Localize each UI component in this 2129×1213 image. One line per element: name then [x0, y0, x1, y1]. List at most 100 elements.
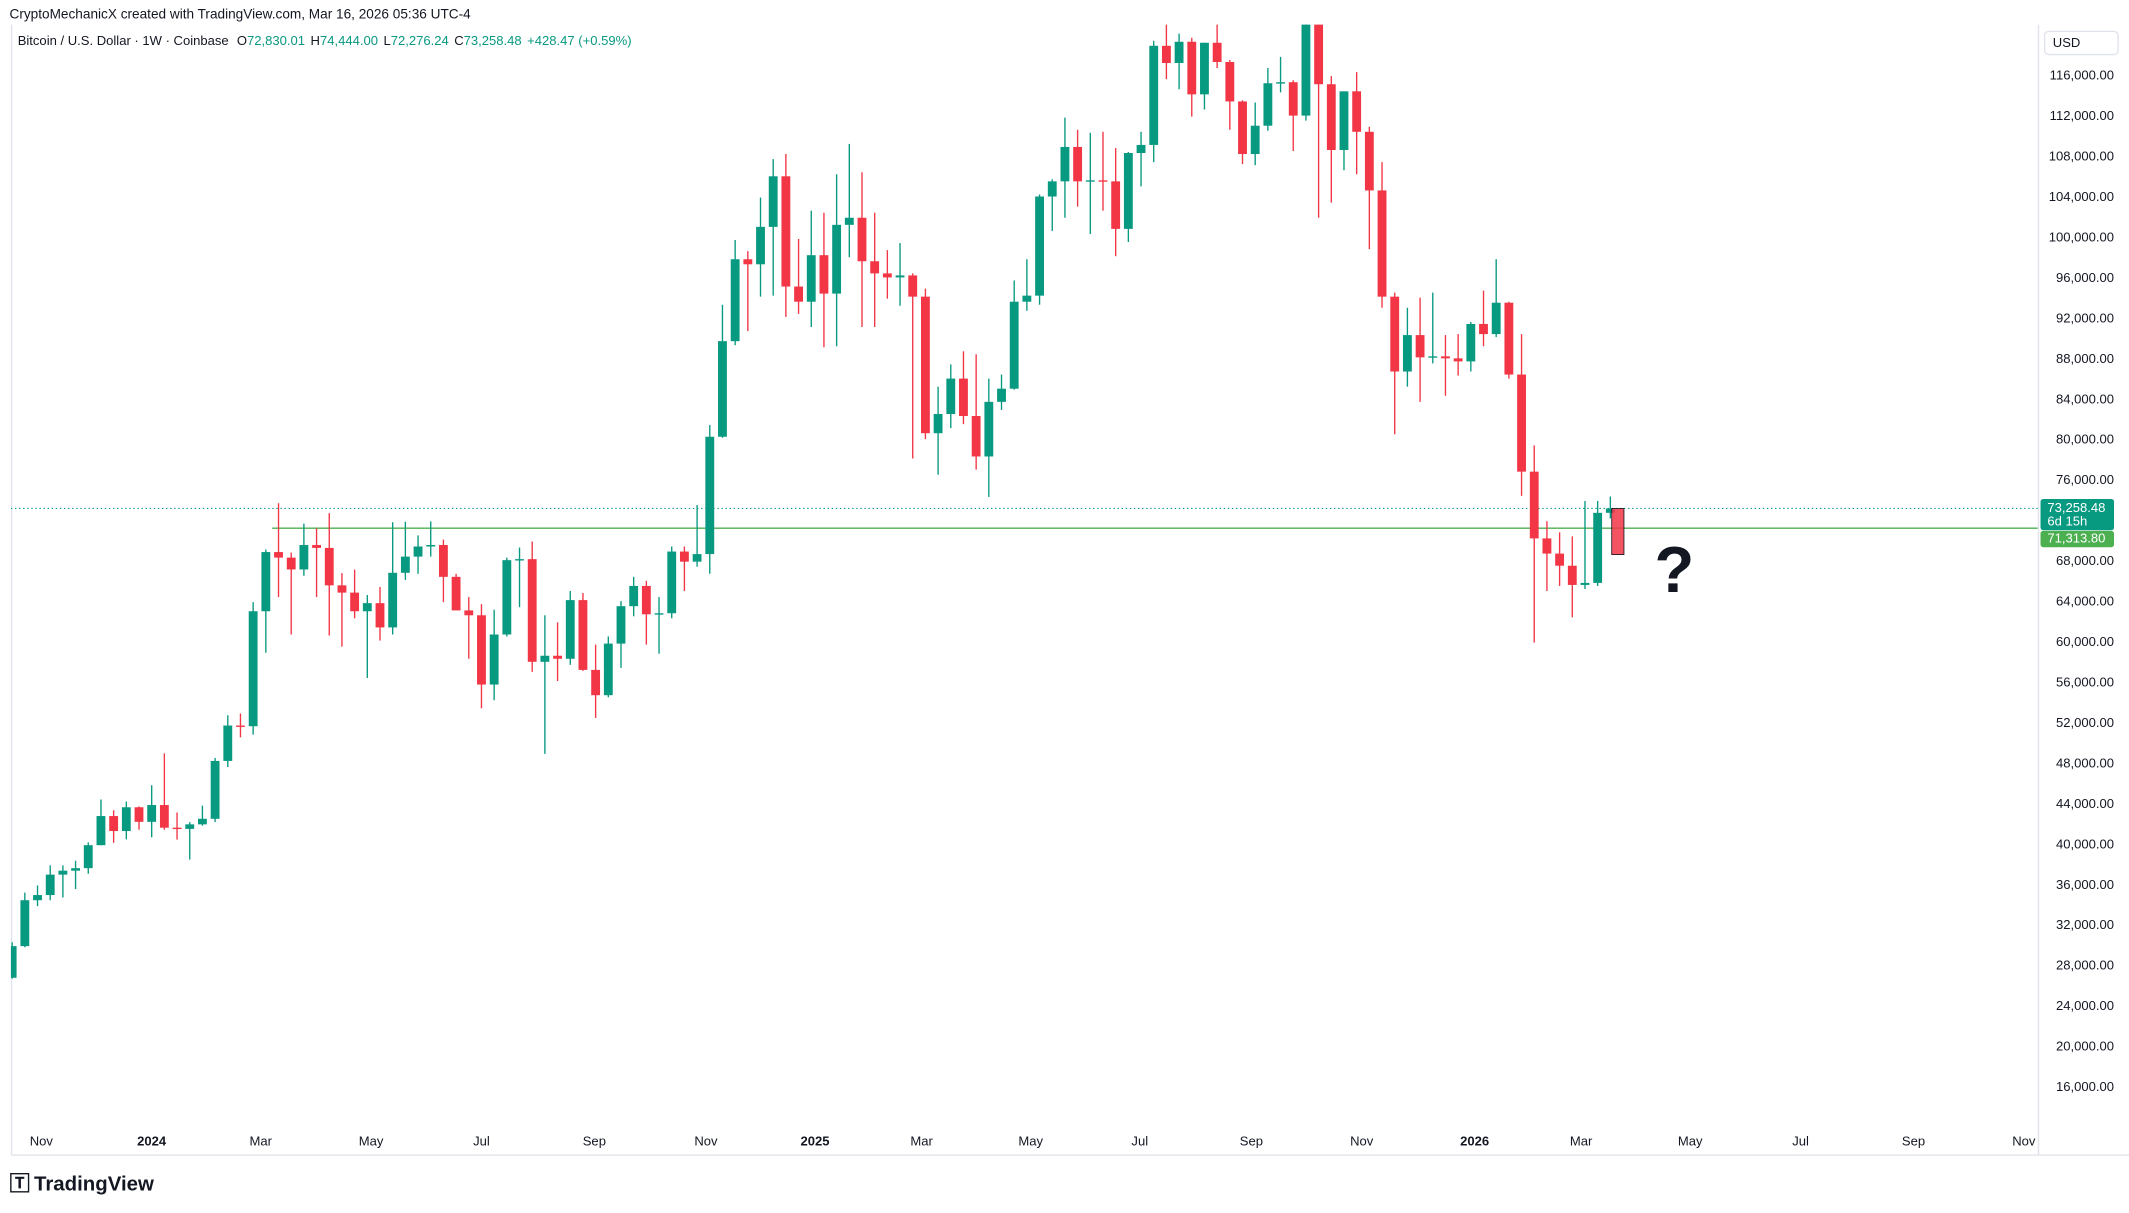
candle-body: [1402, 335, 1412, 372]
candle-body: [20, 900, 30, 947]
candle-body: [679, 551, 689, 562]
x-tick-label: Sep: [583, 1134, 606, 1149]
legend-key: O: [237, 34, 247, 49]
candle-body: [299, 544, 309, 570]
candle-body: [1136, 144, 1146, 154]
x-tick-label: Jul: [473, 1134, 490, 1149]
y-tick-label: 60,000.00: [2056, 634, 2114, 649]
candle-body: [1212, 42, 1222, 62]
candle-body: [1174, 41, 1184, 64]
currency-box[interactable]: [2043, 30, 2119, 56]
y-tick-label: 16,000.00: [2056, 1079, 2114, 1094]
candle-body: [641, 585, 651, 615]
legend-value: 74,444.00: [320, 34, 378, 49]
candle-body: [1276, 82, 1285, 84]
candle-body: [654, 613, 664, 615]
candle-body: [1225, 61, 1235, 102]
x-tick-label: 2026: [1460, 1134, 1489, 1149]
y-tick-label: 68,000.00: [2056, 553, 2114, 568]
candle-body: [350, 592, 360, 612]
candle-body: [1123, 153, 1133, 229]
y-tick-label: 88,000.00: [2056, 351, 2114, 366]
candle-body: [451, 576, 461, 611]
candle-body: [1580, 582, 1590, 585]
annotation: ?: [1654, 533, 1694, 606]
x-tick-label: Mar: [910, 1134, 933, 1149]
candle-body: [1073, 146, 1083, 182]
legend-key: L: [383, 34, 390, 49]
candle-body: [337, 585, 347, 593]
support-price-label: 71,313.80: [2047, 530, 2105, 545]
candle-body: [10, 946, 17, 978]
candle-body: [515, 559, 524, 561]
support-price-box: [2040, 530, 2115, 548]
candle-body: [1009, 301, 1019, 389]
candle-body: [1352, 91, 1362, 132]
x-tick-label: Nov: [1350, 1134, 1374, 1149]
candle-body: [1542, 538, 1552, 554]
x-tick-label: Mar: [1570, 1134, 1593, 1149]
candle-body: [933, 413, 943, 434]
attribution: CryptoMechanicX created with TradingView…: [10, 7, 472, 22]
candle-body: [1326, 84, 1336, 150]
candle-body: [159, 805, 169, 828]
candle-body: [692, 554, 702, 562]
candle-body: [438, 544, 448, 577]
candle-body: [1314, 24, 1324, 85]
candle-body: [1187, 41, 1197, 95]
candle-body: [45, 874, 55, 896]
candle-body: [768, 176, 778, 227]
candle-body: [718, 341, 727, 437]
x-tick-label: Sep: [1902, 1134, 1925, 1149]
candle-body: [1377, 190, 1387, 297]
y-tick-label: 112,000.00: [2050, 108, 2114, 123]
candle-body: [1479, 323, 1488, 335]
candle-body: [743, 259, 753, 265]
x-tick-label: 2025: [801, 1134, 830, 1149]
last-price-box: [2040, 498, 2115, 531]
candle-body: [1149, 45, 1159, 145]
candle-body: [1060, 146, 1070, 182]
legend-value: 72,830.01: [247, 34, 305, 49]
y-tick-label: 40,000.00: [2056, 836, 2114, 851]
candle-body: [312, 544, 321, 548]
candle-body: [1022, 295, 1032, 302]
y-tick-label: 52,000.00: [2056, 715, 2114, 730]
currency-label[interactable]: USD: [2053, 35, 2081, 50]
y-tick-label: 84,000.00: [2056, 391, 2114, 406]
candle-body: [667, 551, 677, 614]
countdown-label: 6d 15h: [2047, 514, 2087, 529]
y-tick-label: 76,000.00: [2056, 472, 2114, 487]
candle-body: [489, 634, 499, 685]
candle-body: [1339, 91, 1349, 150]
y-tick-label: 36,000.00: [2056, 877, 2114, 892]
candle-body: [540, 655, 550, 662]
candle-body: [400, 556, 410, 573]
candle-body: [756, 226, 765, 265]
candle-body: [1263, 83, 1273, 126]
legend-key: H: [311, 34, 320, 49]
candle-body: [844, 217, 854, 225]
candle-body: [324, 547, 334, 586]
y-tick-label: 104,000.00: [2049, 189, 2114, 204]
candle-body: [603, 643, 613, 696]
candle-body: [629, 585, 639, 607]
y-tick-label: 116,000.00: [2050, 68, 2114, 83]
candle-body: [870, 261, 880, 274]
candle-body: [1504, 302, 1514, 375]
candle-body: [1567, 565, 1577, 585]
y-tick-label: 96,000.00: [2056, 270, 2114, 285]
candle-body: [832, 224, 842, 294]
y-tick-label: 44,000.00: [2056, 796, 2114, 811]
candle-body: [997, 388, 1006, 402]
candle-body: [1605, 508, 1615, 513]
candle-body: [578, 600, 588, 670]
candle-body: [388, 572, 398, 628]
candle-body: [895, 275, 905, 278]
candle-body: [71, 868, 81, 871]
candle-body: [58, 870, 68, 875]
candle-body: [426, 544, 436, 547]
